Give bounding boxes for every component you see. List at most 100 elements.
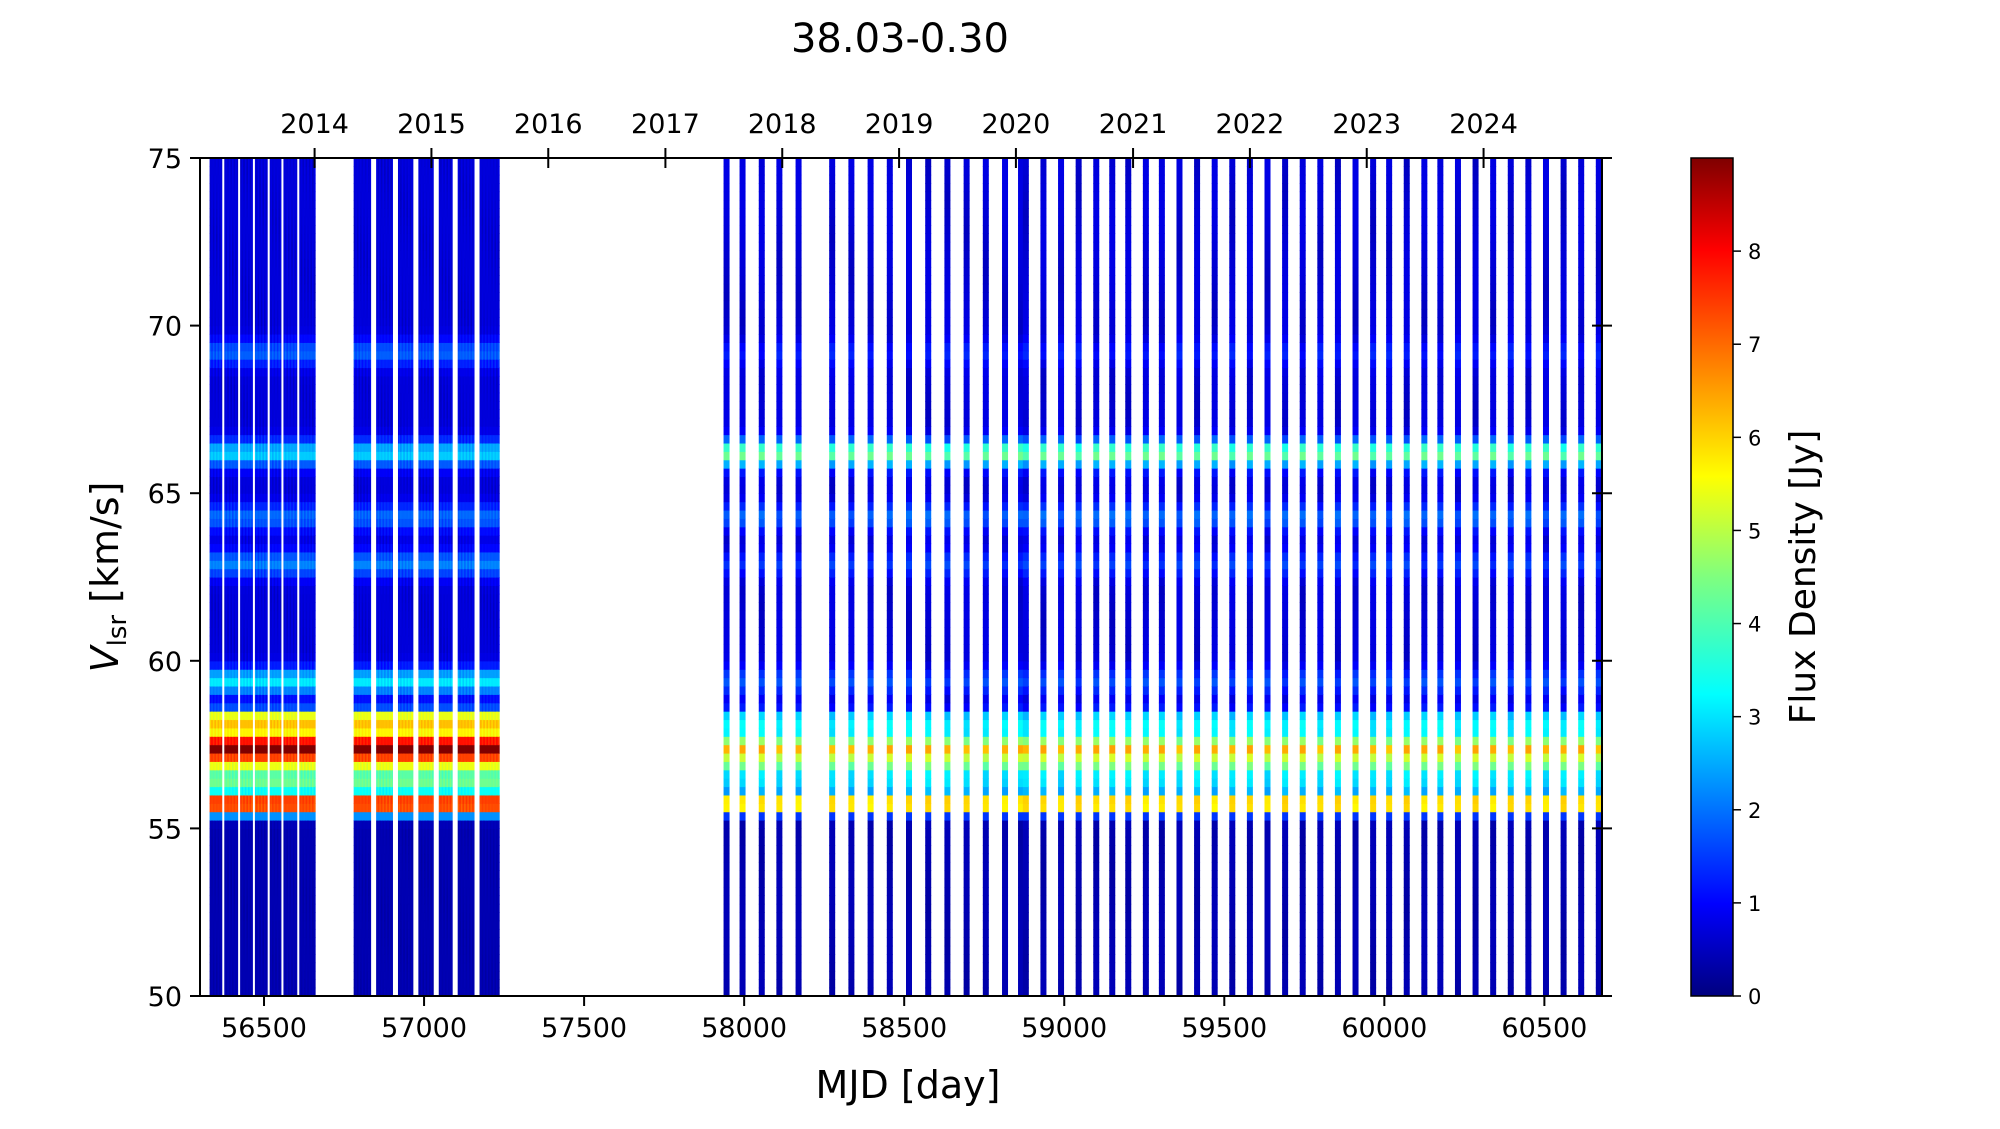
heat-cell — [214, 459, 217, 469]
heat-cell — [254, 744, 257, 754]
heat-cell — [241, 384, 244, 394]
heat-cell — [217, 199, 220, 209]
heat-cell — [251, 275, 254, 285]
heat-cell — [214, 317, 217, 327]
heat-cell — [216, 283, 218, 293]
heat-cell — [246, 166, 249, 176]
heat-cell — [246, 644, 249, 654]
heat-cell — [232, 920, 235, 930]
heat-cell — [214, 820, 217, 829]
heat-cell — [241, 468, 244, 478]
heat-cell — [232, 752, 235, 762]
heat-cell — [212, 585, 215, 595]
heat-cell — [251, 669, 254, 679]
heat-cell — [214, 769, 217, 779]
heat-cell — [232, 535, 235, 545]
heat-cell — [212, 543, 215, 553]
heat-cell — [217, 250, 220, 260]
heat-cell — [232, 451, 235, 461]
heat-cell — [225, 174, 228, 184]
heat-cell — [219, 878, 222, 888]
heat-cell — [243, 317, 246, 327]
heat-cell — [243, 166, 246, 176]
heat-cell — [216, 685, 218, 695]
heat-cell — [220, 199, 223, 209]
heat-cell — [232, 652, 235, 662]
heat-cell — [254, 333, 257, 343]
heat-cell — [235, 618, 238, 628]
heat-cell — [209, 384, 212, 394]
heat-cell — [251, 325, 254, 335]
heat-cell — [246, 258, 249, 268]
heat-cell — [236, 878, 239, 888]
heat-cell — [227, 426, 230, 436]
heat-cell — [254, 861, 257, 871]
heat-cell — [230, 526, 233, 536]
heat-cell — [216, 174, 218, 184]
heat-cell — [228, 845, 231, 855]
heat-cell — [216, 468, 218, 478]
heat-cell — [214, 836, 217, 846]
heat-cell — [227, 225, 230, 235]
heat-cell — [244, 912, 247, 922]
heat-cell — [246, 174, 249, 184]
heat-cell — [228, 392, 231, 402]
heat-cell — [240, 342, 243, 352]
heat-cell — [219, 560, 222, 570]
spectrum-column-24 — [248, 158, 251, 996]
heat-cell — [235, 543, 238, 553]
heat-cell — [220, 987, 223, 996]
heat-cell — [235, 509, 238, 519]
heat-cell — [236, 174, 239, 184]
heat-cell — [217, 208, 220, 218]
heat-cell — [227, 241, 230, 251]
heat-cell — [254, 484, 257, 494]
heat-cell — [216, 199, 218, 209]
heat-cell — [232, 225, 235, 235]
heat-cell — [224, 769, 227, 779]
heat-cell — [233, 442, 236, 452]
heat-cell — [246, 384, 249, 394]
heat-cell — [220, 962, 223, 972]
heat-cell — [209, 317, 212, 327]
heat-cell — [228, 786, 231, 796]
heat-cell — [230, 342, 233, 352]
heat-cell — [219, 451, 222, 461]
heat-cell — [224, 258, 227, 268]
heat-cell — [228, 803, 231, 813]
heat-cell — [241, 903, 244, 913]
heat-cell — [212, 811, 215, 821]
heat-cell — [244, 350, 247, 360]
heat-cell — [227, 266, 230, 276]
heat-cell — [249, 836, 252, 846]
heat-cell — [248, 836, 251, 846]
heat-cell — [241, 392, 244, 402]
heat-cell — [243, 861, 246, 871]
heat-cell — [251, 895, 254, 905]
heat-cell — [211, 870, 214, 880]
heat-cell — [227, 401, 230, 410]
heat-cell — [219, 308, 222, 318]
heat-cell — [211, 392, 214, 402]
heat-cell — [254, 652, 257, 662]
heat-cell — [232, 258, 235, 268]
heat-cell — [256, 811, 259, 821]
heat-cell — [251, 375, 254, 385]
heat-cell — [254, 635, 257, 645]
heat-cell — [235, 384, 238, 394]
heat-cell — [212, 744, 215, 754]
heat-cell — [220, 769, 223, 779]
heat-cell — [214, 434, 217, 444]
heat-cell — [211, 895, 214, 905]
heat-cell — [236, 225, 239, 235]
heat-cell — [219, 912, 222, 922]
heat-cell — [214, 308, 217, 318]
heat-cell — [236, 836, 239, 846]
heat-cell — [246, 459, 249, 469]
heat-cell — [248, 828, 251, 838]
heat-cell — [211, 258, 214, 268]
heat-cell — [228, 401, 231, 410]
heat-cell — [243, 853, 246, 863]
heat-cell — [220, 518, 223, 528]
heat-cell — [227, 325, 230, 335]
